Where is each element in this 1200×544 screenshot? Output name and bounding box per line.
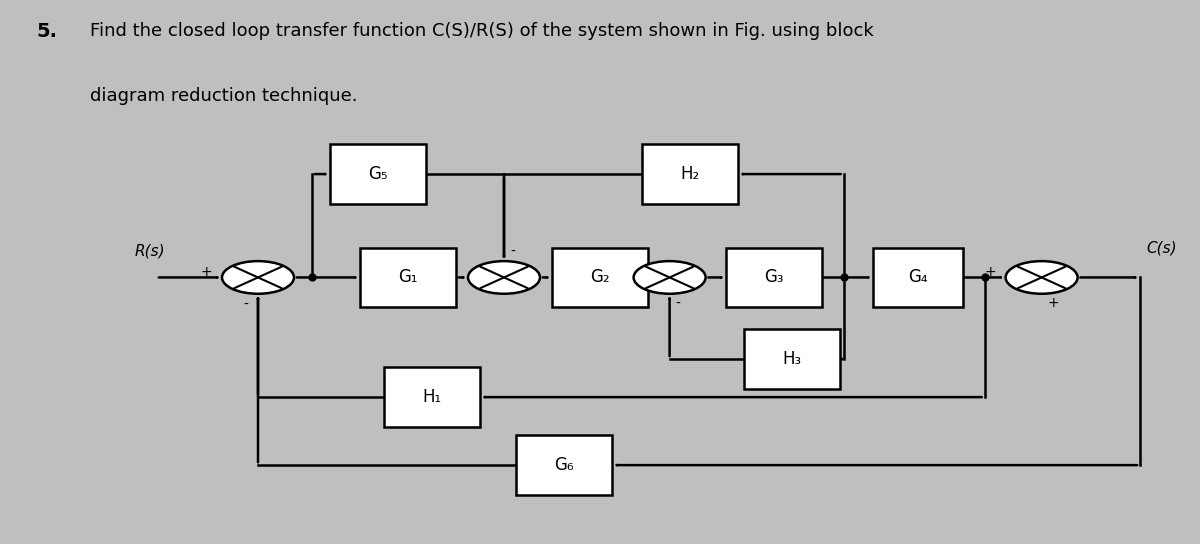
Text: G₅: G₅ [368,165,388,183]
Text: diagram reduction technique.: diagram reduction technique. [90,87,358,105]
Text: -: - [244,298,248,312]
Circle shape [634,261,706,294]
Text: H₂: H₂ [680,165,700,183]
Bar [744,329,840,389]
Text: C(s): C(s) [1146,240,1177,256]
Text: -: - [676,296,680,311]
Bar [552,248,648,307]
Text: R(s): R(s) [134,243,166,258]
Bar [330,144,426,204]
Text: G₃: G₃ [764,268,784,287]
Text: G₄: G₄ [908,268,928,287]
Text: +: + [200,265,212,279]
Circle shape [1006,261,1078,294]
Text: G₂: G₂ [590,268,610,287]
Bar [360,248,456,307]
Bar [642,144,738,204]
Bar [726,248,822,307]
Bar [516,435,612,495]
Bar [874,248,964,307]
Bar [384,367,480,427]
Text: +: + [1048,296,1060,311]
Text: +: + [612,265,624,279]
Text: G₁: G₁ [398,268,418,287]
Text: +: + [984,265,996,279]
Text: -: - [510,244,515,258]
Text: Find the closed loop transfer function C(S)/R(S) of the system shown in Fig. usi: Find the closed loop transfer function C… [90,22,874,40]
Circle shape [222,261,294,294]
Text: G₆: G₆ [554,456,574,474]
Text: 5.: 5. [36,22,58,41]
Text: H₁: H₁ [422,388,442,406]
Text: +: + [446,265,458,279]
Text: H₃: H₃ [782,350,802,368]
Circle shape [468,261,540,294]
